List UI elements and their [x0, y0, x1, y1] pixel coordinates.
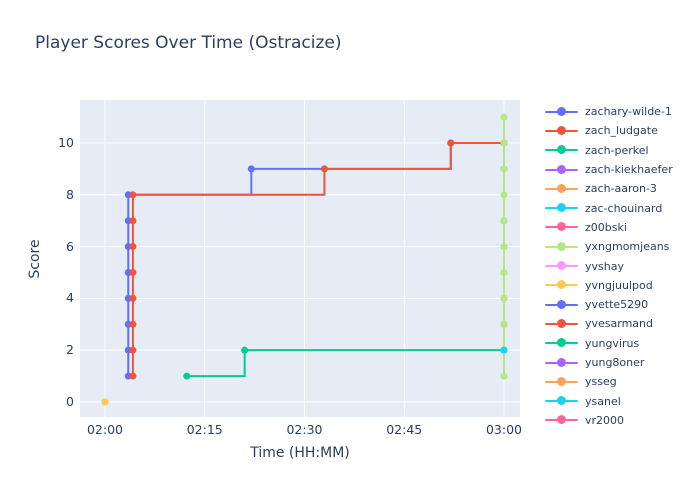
y-tick-label: 4: [66, 290, 74, 306]
x-tick-label: 02:15: [186, 422, 223, 437]
legend-label: yr2000: [585, 413, 625, 424]
y-tick-label: 8: [66, 186, 74, 202]
data-point-yxngmomjeans[interactable]: [500, 165, 508, 173]
x-tick-label: 02:30: [286, 422, 323, 437]
legend-item-yxngmomjeans[interactable]: yxngmomjeans: [545, 237, 697, 256]
data-point-yxngmomjeans[interactable]: [500, 217, 508, 225]
legend-label: zachary-wilde-1: [585, 105, 672, 119]
legend-line-marker-icon: [545, 338, 578, 348]
data-point-yxngmomjeans[interactable]: [500, 191, 508, 199]
legend-label: yvette5290: [585, 298, 649, 312]
x-axis-title: Time (HH:MM): [250, 445, 350, 461]
legend-label: zach-aaron-3: [585, 182, 657, 196]
legend-label: yungvirus: [585, 336, 640, 350]
legend-line-marker-icon: [545, 106, 578, 117]
data-point-yxngmomjeans[interactable]: [500, 320, 508, 328]
legend-line-marker-icon: [545, 261, 578, 271]
data-point-zach_ludgate[interactable]: [129, 217, 137, 225]
legend-item-zachary-wilde-1[interactable]: zachary-wilde-1: [545, 102, 697, 121]
legend-line-marker-icon: [545, 164, 578, 175]
data-point-zach-perkel[interactable]: [183, 372, 191, 380]
legend-item-yvngjuulpod[interactable]: yvngjuulpod: [545, 276, 697, 295]
legend-line-marker-icon: [545, 415, 578, 424]
legend-item-yvshay[interactable]: yvshay: [545, 256, 697, 275]
legend-item-ysseg[interactable]: ysseg: [545, 372, 697, 391]
data-point-zach_ludgate[interactable]: [129, 294, 137, 302]
legend-item-yung8oner[interactable]: yung8oner: [545, 353, 697, 372]
legend-line-marker-icon: [545, 280, 578, 290]
data-point-yxngmomjeans[interactable]: [500, 139, 508, 147]
legend-label: yvesarmand: [585, 317, 653, 331]
legend-label: zac-chouinard: [585, 201, 663, 215]
legend-item-zach-perkel[interactable]: zach-perkel: [545, 141, 697, 160]
legend-item-yr2000[interactable]: yr2000: [545, 411, 697, 424]
data-point-yxngmomjeans[interactable]: [500, 372, 508, 380]
y-axis-title: Score: [27, 239, 43, 279]
data-point-zach_ludgate[interactable]: [320, 165, 328, 173]
plot-background: [80, 100, 520, 417]
data-point-yxngmomjeans[interactable]: [500, 268, 508, 276]
legend: zachary-wilde-1 zach_ludgate zach-perkel za…: [545, 102, 697, 424]
data-point-zach_ludgate[interactable]: [129, 346, 137, 354]
legend-item-zach-aaron-3[interactable]: zach-aaron-3: [545, 179, 697, 198]
data-point-yvngjuulpod[interactable]: [101, 398, 109, 406]
legend-label: zach_ludgate: [585, 124, 658, 138]
legend-label: ysseg: [585, 375, 617, 389]
y-tick-label: 6: [66, 238, 74, 254]
legend-label: yvshay: [585, 259, 624, 273]
legend-item-yvette5290[interactable]: yvette5290: [545, 295, 697, 314]
legend-line-marker-icon: [545, 376, 578, 387]
data-point-zach_ludgate[interactable]: [129, 243, 137, 251]
data-point-yxngmomjeans[interactable]: [500, 113, 508, 121]
legend-line-marker-icon: [545, 318, 578, 329]
legend-label: zach-kiekhaefer: [585, 163, 673, 177]
data-point-zach-perkel[interactable]: [241, 346, 249, 354]
y-tick-label: 10: [58, 134, 74, 150]
y-tick-label: 0: [66, 393, 74, 409]
y-tick-label: 2: [66, 342, 74, 358]
x-tick-label: 02:45: [386, 422, 423, 437]
legend-line-marker-icon: [545, 203, 578, 213]
data-point-yxngmomjeans[interactable]: [500, 294, 508, 302]
legend-line-marker-icon: [545, 396, 578, 406]
data-point-zach_ludgate[interactable]: [129, 320, 137, 328]
x-tick-label: 02:00: [86, 422, 124, 437]
legend-item-zach_ludgate[interactable]: zach_ludgate: [545, 121, 697, 140]
data-point-zach_ludgate[interactable]: [447, 139, 455, 147]
legend-line-marker-icon: [545, 125, 578, 136]
legend-line-marker-icon: [545, 222, 578, 232]
series-line-zach-perkel: [186, 349, 504, 378]
chart-title: Player Scores Over Time (Ostracize): [35, 33, 342, 53]
data-point-yxngmomjeans[interactable]: [500, 243, 508, 251]
data-point-zach_ludgate[interactable]: [129, 191, 137, 199]
legend-item-zach-kiekhaefer[interactable]: zach-kiekhaefer: [545, 160, 697, 179]
legend-label: ysanel: [585, 394, 621, 408]
data-point-ysanel[interactable]: [500, 346, 508, 354]
legend-label: yxngmomjeans: [585, 240, 670, 254]
legend-item-z00bski[interactable]: z00bski: [545, 218, 697, 237]
legend-label: yvngjuulpod: [585, 278, 653, 292]
legend-item-yungvirus[interactable]: yungvirus: [545, 334, 697, 353]
legend-label: z00bski: [585, 220, 627, 234]
legend-item-yvesarmand[interactable]: yvesarmand: [545, 314, 697, 333]
legend-line-marker-icon: [545, 241, 578, 252]
legend-label: zach-perkel: [585, 143, 649, 157]
legend-line-marker-icon: [545, 145, 578, 155]
data-point-zach_ludgate[interactable]: [129, 268, 137, 276]
legend-item-ysanel[interactable]: ysanel: [545, 391, 697, 410]
legend-line-marker-icon: [545, 357, 578, 368]
legend-line-marker-icon: [545, 299, 578, 310]
x-tick-label: 03:00: [485, 422, 522, 437]
legend-item-zac-chouinard[interactable]: zac-chouinard: [545, 198, 697, 217]
data-point-zachary-wilde-1[interactable]: [247, 165, 255, 173]
data-point-zach_ludgate[interactable]: [129, 372, 137, 380]
legend-line-marker-icon: [545, 183, 578, 194]
legend-label: yung8oner: [585, 356, 645, 369]
